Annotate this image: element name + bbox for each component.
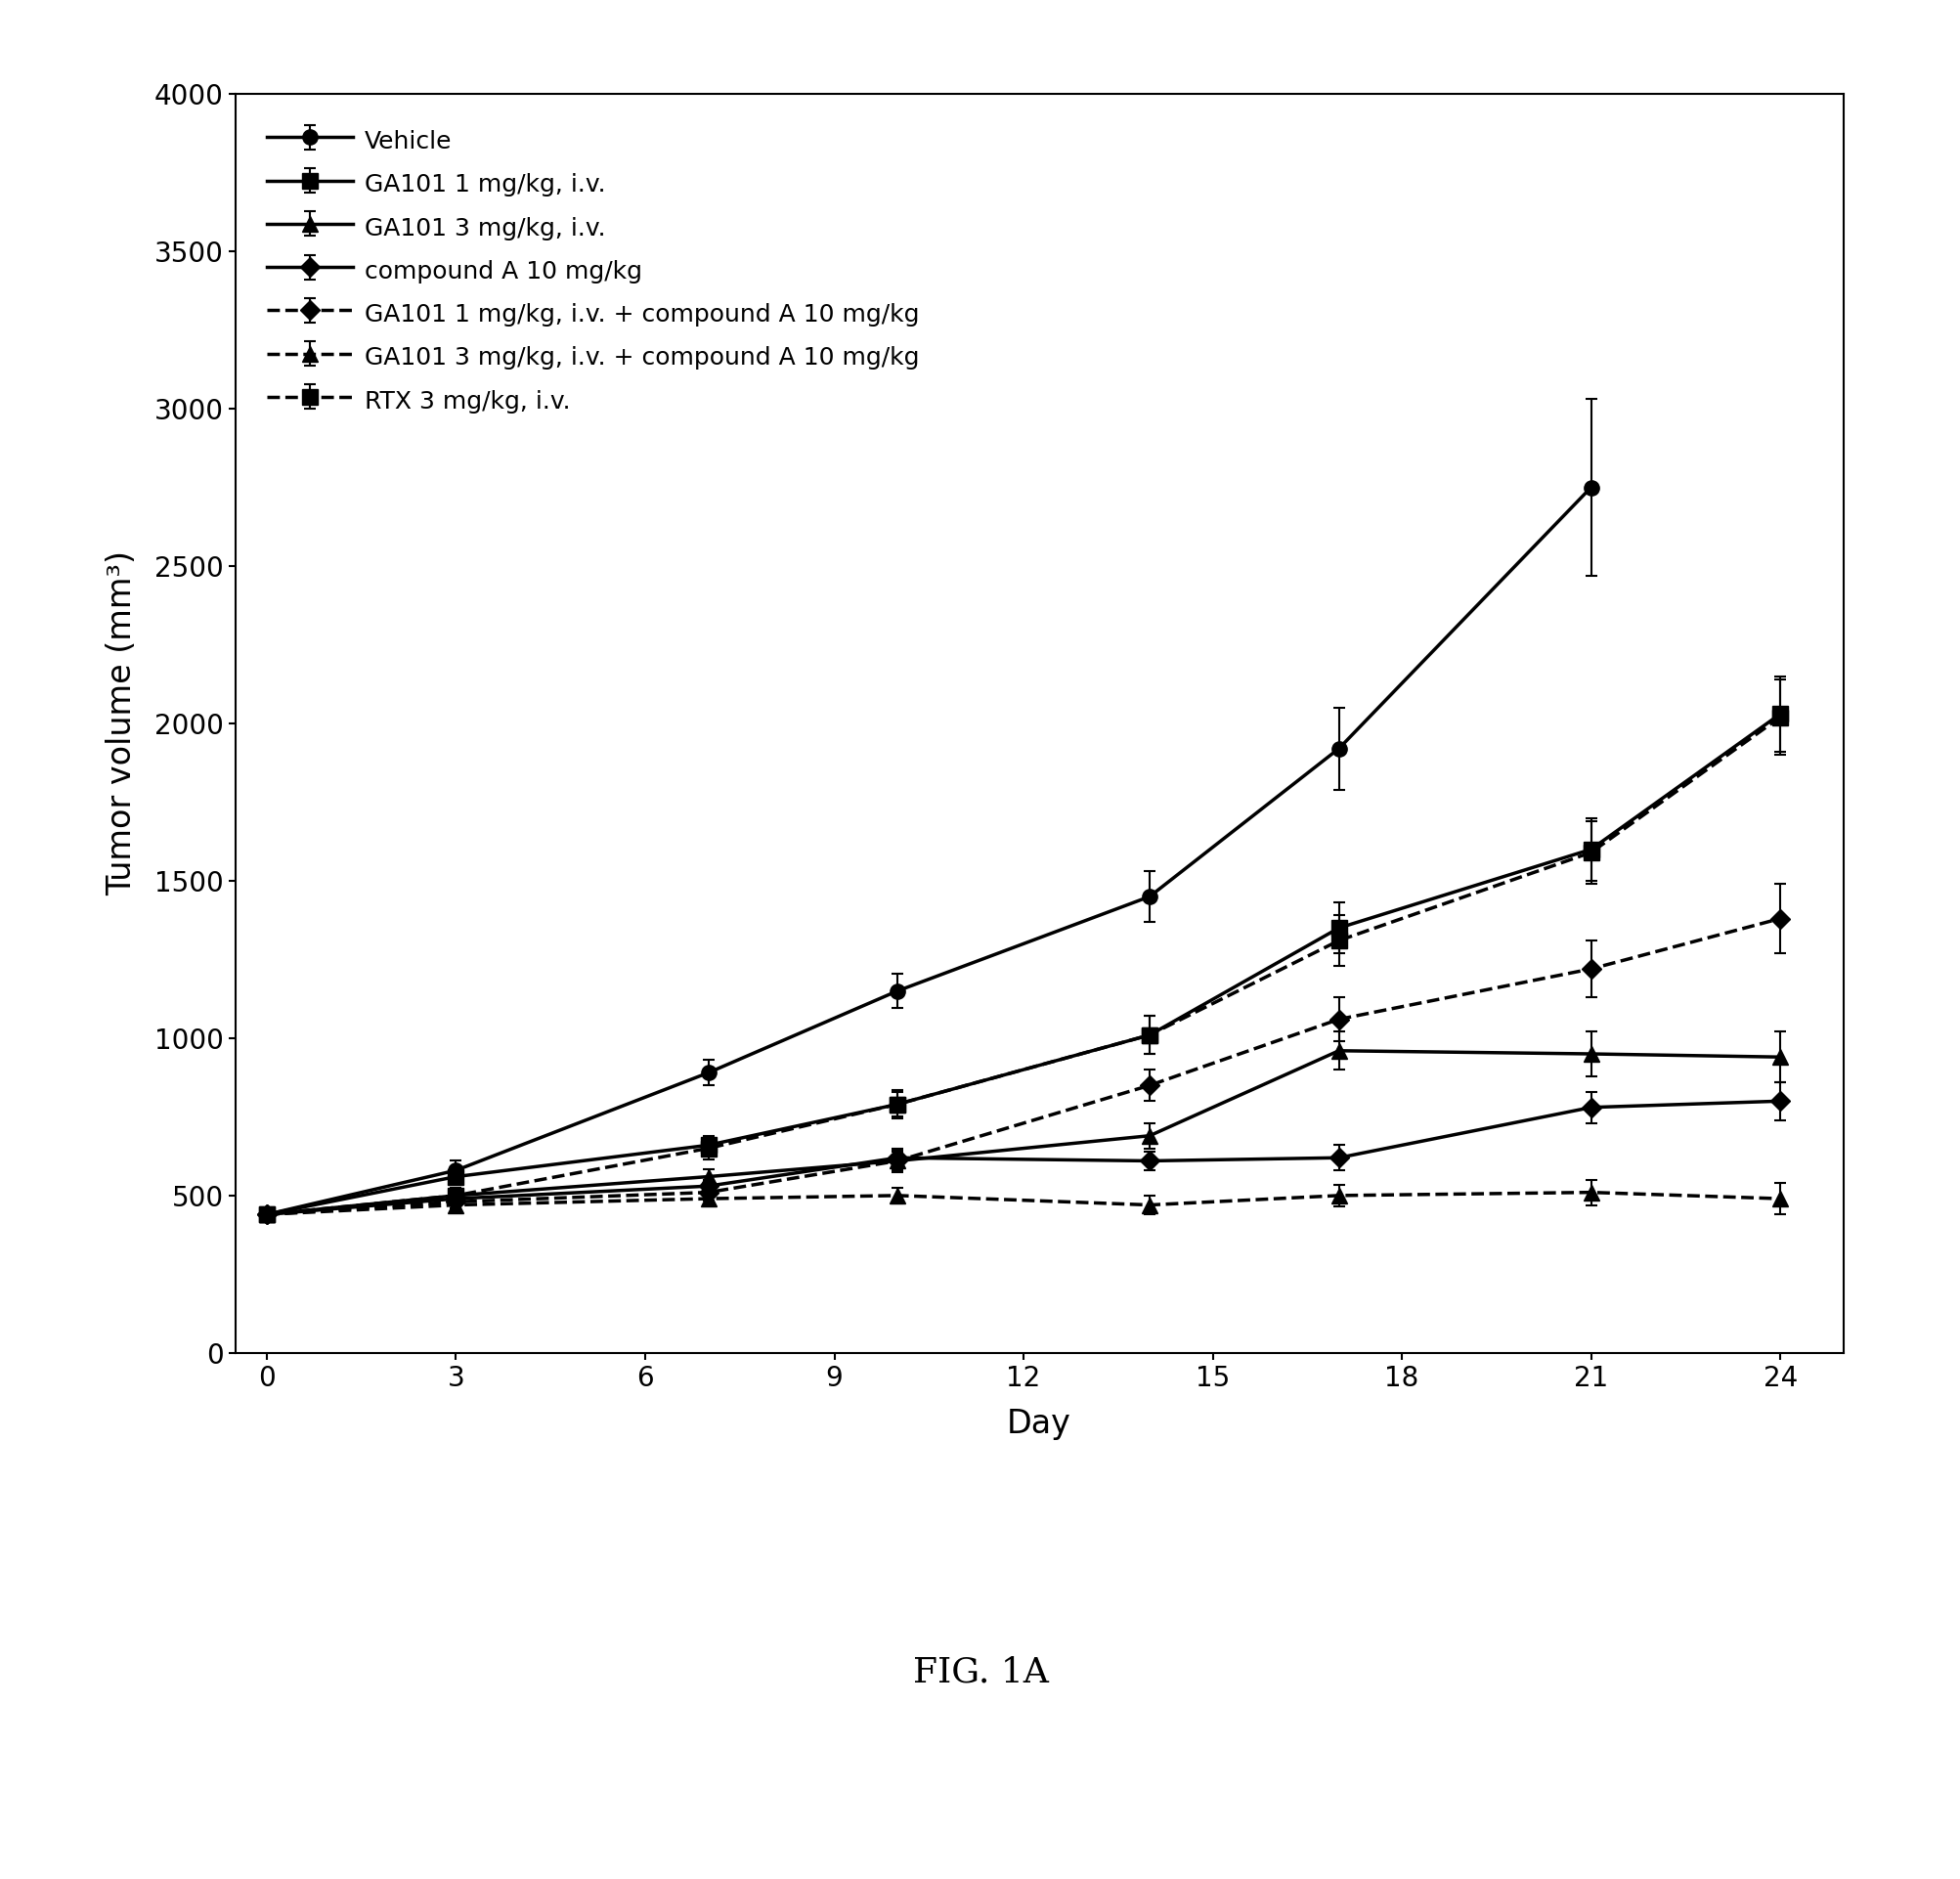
Legend: Vehicle, GA101 1 mg/kg, i.v., GA101 3 mg/kg, i.v., compound A 10 mg/kg, GA101 1 : Vehicle, GA101 1 mg/kg, i.v., GA101 3 mg… bbox=[255, 113, 931, 427]
Y-axis label: Tumor volume (mm³): Tumor volume (mm³) bbox=[106, 551, 137, 896]
X-axis label: Day: Day bbox=[1007, 1407, 1070, 1441]
Text: FIG. 1A: FIG. 1A bbox=[911, 1655, 1049, 1689]
